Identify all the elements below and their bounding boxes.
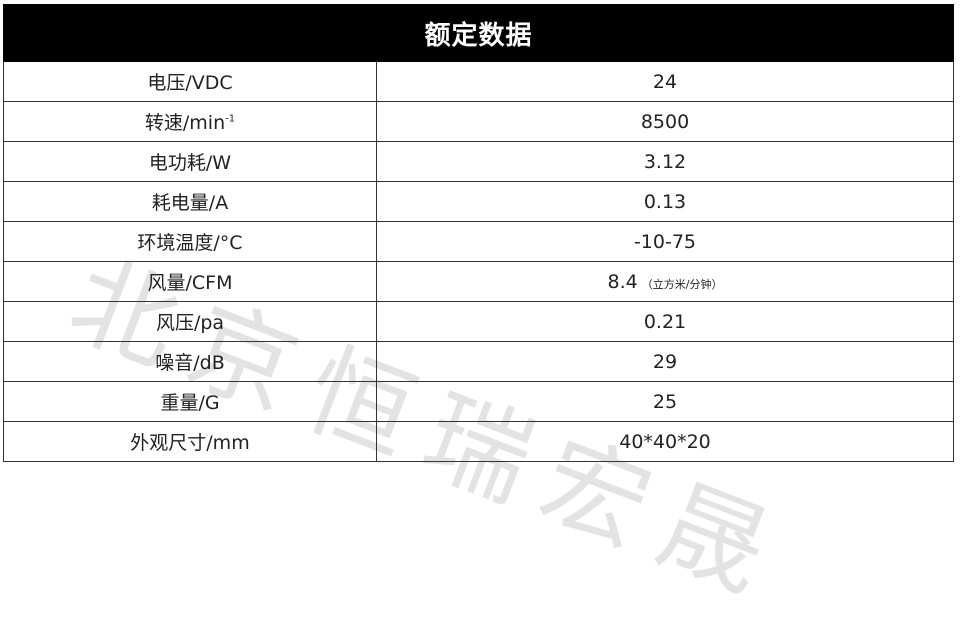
row-label: 重量/G [3, 381, 377, 422]
row-value: 8.4 （立方米/分钟） [376, 261, 954, 302]
table-row: 电压/VDC 24 [3, 61, 954, 102]
row-label: 电压/VDC [3, 61, 377, 102]
value-text: 8.4 [607, 270, 638, 293]
table-row: 耗电量/A 0.13 [3, 181, 954, 222]
row-value: 3.12 [376, 141, 954, 182]
table-row: 噪音/dB 29 [3, 341, 954, 382]
table-row: 重量/G 25 [3, 381, 954, 422]
row-label: 外观尺寸/mm [3, 421, 377, 462]
table-row: 外观尺寸/mm 40*40*20 [3, 421, 954, 462]
value-unit-note: （立方米/分钟） [641, 277, 723, 291]
table-row: 转速/min-1 8500 [3, 101, 954, 142]
label-superscript: -1 [225, 113, 236, 125]
row-value: 0.21 [376, 301, 954, 342]
table-row: 环境温度/°C -10-75 [3, 221, 954, 262]
row-value: -10-75 [376, 221, 954, 262]
row-label: 耗电量/A [3, 181, 377, 222]
table-row: 风压/pa 0.21 [3, 301, 954, 342]
table-row: 电功耗/W 3.12 [3, 141, 954, 182]
row-value: 40*40*20 [376, 421, 954, 462]
row-label: 风量/CFM [3, 261, 377, 302]
row-value: 0.13 [376, 181, 954, 222]
row-label: 环境温度/°C [3, 221, 377, 262]
table-title: 额定数据 [3, 4, 954, 62]
row-value: 29 [376, 341, 954, 382]
row-label: 转速/min-1 [3, 101, 377, 142]
label-text: 转速/min [144, 112, 226, 134]
row-value: 8500 [376, 101, 954, 142]
row-label: 电功耗/W [3, 141, 377, 182]
table-row: 风量/CFM 8.4 （立方米/分钟） [3, 261, 954, 302]
row-value: 25 [376, 381, 954, 422]
row-value: 24 [376, 61, 954, 102]
row-label: 噪音/dB [3, 341, 377, 382]
rated-data-table: 额定数据 电压/VDC 24 转速/min-1 8500 电功耗/W 3.12 耗电量… [3, 4, 954, 462]
row-label: 风压/pa [3, 301, 377, 342]
